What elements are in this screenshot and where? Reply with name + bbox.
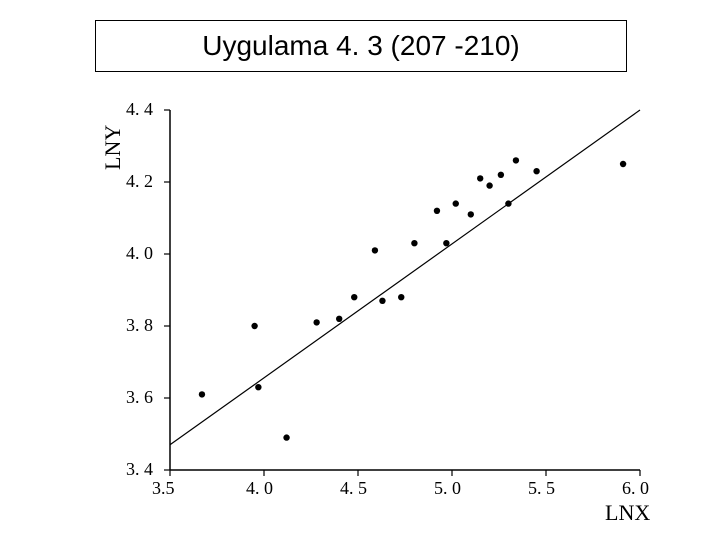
scatter-plot-svg <box>170 110 640 470</box>
y-tick-label: 3. 4 <box>126 459 153 480</box>
y-axis-label: LNY <box>100 125 126 170</box>
chart-title-text: Uygulama 4. 3 (207 -210) <box>202 30 520 61</box>
y-tick-label: 4. 2 <box>126 171 153 192</box>
y-tick-label: 3. 8 <box>126 315 153 336</box>
y-axis-label-text: LNY <box>100 125 125 170</box>
y-tick-label: 4. 4 <box>126 99 153 120</box>
x-axis-label-text: LNX <box>605 500 650 525</box>
x-tick-label: 6. 0 <box>622 478 649 499</box>
x-tick-label: 3.5 <box>152 478 175 499</box>
y-tick-label: 4. 0 <box>126 243 153 264</box>
x-tick-label: 4. 5 <box>340 478 367 499</box>
x-tick-label: 4. 0 <box>246 478 273 499</box>
page-root: Uygulama 4. 3 (207 -210) LNY LNX 3.5 4. 0… <box>0 0 720 540</box>
x-axis-label: LNX <box>605 500 650 526</box>
x-tick-label: 5. 5 <box>528 478 555 499</box>
chart-title-box: Uygulama 4. 3 (207 -210) <box>95 20 627 72</box>
y-tick-label: 3. 6 <box>126 387 153 408</box>
x-tick-label: 5. 0 <box>434 478 461 499</box>
plot-area <box>170 110 640 470</box>
